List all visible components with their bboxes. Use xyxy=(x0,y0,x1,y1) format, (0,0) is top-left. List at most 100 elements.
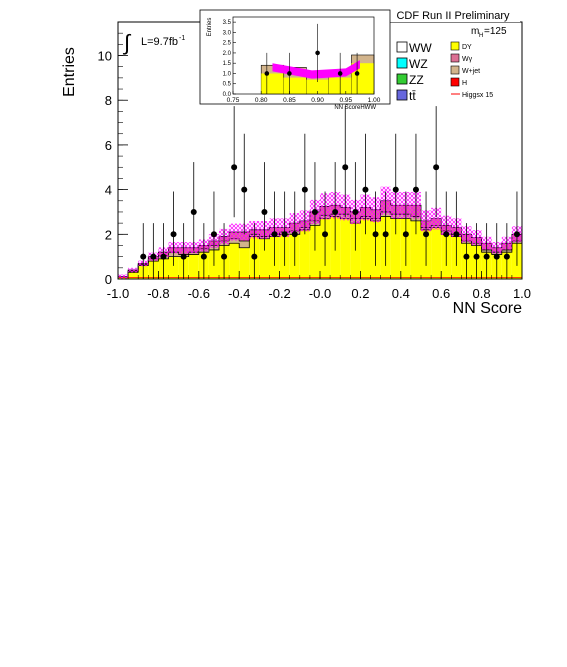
inset-bar-yellow-2 xyxy=(306,79,329,94)
data-point-12 xyxy=(261,162,268,251)
inset-data-point-2 xyxy=(315,23,320,82)
luminosity-label: ∫ L=9.7fb -1 xyxy=(122,30,185,55)
x-tick-label-1: -0.8 xyxy=(147,286,169,301)
bar-dy-19 xyxy=(309,225,320,279)
bar-dy-27 xyxy=(390,218,401,279)
data-point-37 xyxy=(513,191,520,266)
legend-entry-right-3: H xyxy=(450,77,467,87)
inset-plot: 0.75 0.80 0.85 0.90 0.95 1.00 0.0 0.5 1.0 1.5 2.0 2… xyxy=(199,9,391,111)
data-point-30 xyxy=(443,191,450,266)
data-point-19 xyxy=(332,162,339,251)
inset-y-axis-label: Entries xyxy=(207,18,213,37)
x-axis-label: NN Score xyxy=(453,300,522,317)
inset-y-tick-label-3: 1.5 xyxy=(223,61,232,67)
data-point-22 xyxy=(362,133,369,235)
inset-data-point-0 xyxy=(264,52,270,94)
luminosity-exponent: -1 xyxy=(179,35,185,42)
bar-dy-22 xyxy=(340,218,351,279)
x-tick-label-5: -0.0 xyxy=(309,286,331,301)
bar-dy-1 xyxy=(128,272,139,279)
x-tick-label-7: 0.4 xyxy=(392,286,410,301)
inset-y-tick-label-5: 2.5 xyxy=(223,41,232,47)
data-point-4 xyxy=(180,223,187,279)
mass-label: m H =125 xyxy=(471,26,507,39)
bar-dy-5 xyxy=(168,256,179,279)
bar-dy-7 xyxy=(188,254,199,279)
y-tick-label-0: 0 xyxy=(105,272,112,287)
title-box xyxy=(390,9,520,22)
y-axis-label: Entries xyxy=(61,47,78,97)
legend-right: DY Wγ W+jet H Higgsx 15 xyxy=(450,41,493,99)
band-0 xyxy=(118,274,129,279)
y-tick-label-4: 8 xyxy=(105,93,112,108)
inset-data-point-1 xyxy=(287,52,292,94)
x-tick-label-10: 1.0 xyxy=(513,286,531,301)
data-point-21 xyxy=(352,162,359,251)
data-point-9 xyxy=(231,106,238,218)
main-axes: -1.0 -0.8 -0.6 -0.4 -0.2 -0.0 0.2 0.4 0.6 0.8 1.00… xyxy=(98,32,531,301)
inset-y-tick-label-0: 0.0 xyxy=(223,92,232,98)
inset-data-point-3 xyxy=(337,52,343,94)
y-tick-label-3: 6 xyxy=(105,138,112,153)
data-point-7 xyxy=(210,191,217,266)
x-tick-label-2: -0.6 xyxy=(188,286,210,301)
bar-dy-24 xyxy=(360,218,371,279)
legend-entry-left-2: ZZ xyxy=(396,73,424,87)
y-tick-label-5: 10 xyxy=(98,49,112,64)
inset-bar-yellow-0 xyxy=(261,73,284,94)
data-point-24 xyxy=(382,191,389,266)
x-tick-label-3: -0.4 xyxy=(228,286,250,301)
bar-dy-18 xyxy=(299,229,310,279)
data-point-0 xyxy=(140,223,147,279)
data-point-26 xyxy=(402,191,409,266)
svg-text:tt̄: tt̄ xyxy=(409,89,416,103)
svg-text:WZ: WZ xyxy=(409,57,428,71)
legend-entry-right-2: W+jet xyxy=(450,65,480,75)
inset-x-tick-label-4: 0.95 xyxy=(339,97,352,104)
bar-wjet-11 xyxy=(229,238,240,244)
data-point-32 xyxy=(463,223,470,279)
svg-text:=125: =125 xyxy=(484,26,507,37)
x-tick-label-0: -1.0 xyxy=(107,286,129,301)
bar-dy-12 xyxy=(239,247,250,279)
inset-x-tick-label-0: 0.75 xyxy=(227,97,240,104)
inset-x-tick-label-1: 0.80 xyxy=(255,97,268,104)
inset-x-tick-label-3: 0.90 xyxy=(311,97,324,104)
svg-text:∫: ∫ xyxy=(122,30,132,55)
legend-entry-right-4: Higgsx 15 xyxy=(451,92,493,99)
data-point-28 xyxy=(423,191,430,266)
data-point-20 xyxy=(342,106,349,218)
luminosity-text: L=9.7fb xyxy=(141,36,178,48)
svg-text:DY: DY xyxy=(462,44,472,51)
data-point-29 xyxy=(433,106,440,218)
data-point-6 xyxy=(200,223,207,279)
data-point-27 xyxy=(412,133,419,235)
x-tick-label-4: -0.2 xyxy=(268,286,290,301)
legend-entry-right-0: DY xyxy=(450,41,472,51)
x-tick-label-6: 0.2 xyxy=(351,286,369,301)
band-11 xyxy=(229,223,240,241)
inset-x-axis-label: NN ScoreHWW xyxy=(334,105,376,111)
data-point-14 xyxy=(281,191,288,266)
legend-entry-left-1: WZ xyxy=(396,57,428,71)
inset-y-tick-label-6: 3.0 xyxy=(223,30,232,36)
inset-y-tick-label-2: 1.0 xyxy=(223,71,232,77)
inset-y-tick-label-1: 0.5 xyxy=(223,82,232,88)
inset-y-tick-label-4: 2.0 xyxy=(223,51,232,57)
data-point-5 xyxy=(190,162,197,251)
y-tick-label-2: 4 xyxy=(105,183,112,198)
svg-text:H: H xyxy=(479,33,483,39)
svg-text:H: H xyxy=(462,80,467,87)
legend-entry-left-3: tt̄ xyxy=(396,89,416,103)
x-tick-label-9: 0.8 xyxy=(473,286,491,301)
data-point-11 xyxy=(251,223,258,279)
legend-entry-right-1: Wγ xyxy=(450,53,473,63)
data-point-17 xyxy=(311,162,318,251)
bar-dy-14 xyxy=(259,238,270,279)
data-point-18 xyxy=(322,191,329,266)
svg-text:Higgsx 15: Higgsx 15 xyxy=(462,92,493,99)
inset-x-tick-label-2: 0.85 xyxy=(283,97,296,104)
inset-bar-yellow-1 xyxy=(283,77,307,94)
data-point-8 xyxy=(221,223,228,279)
